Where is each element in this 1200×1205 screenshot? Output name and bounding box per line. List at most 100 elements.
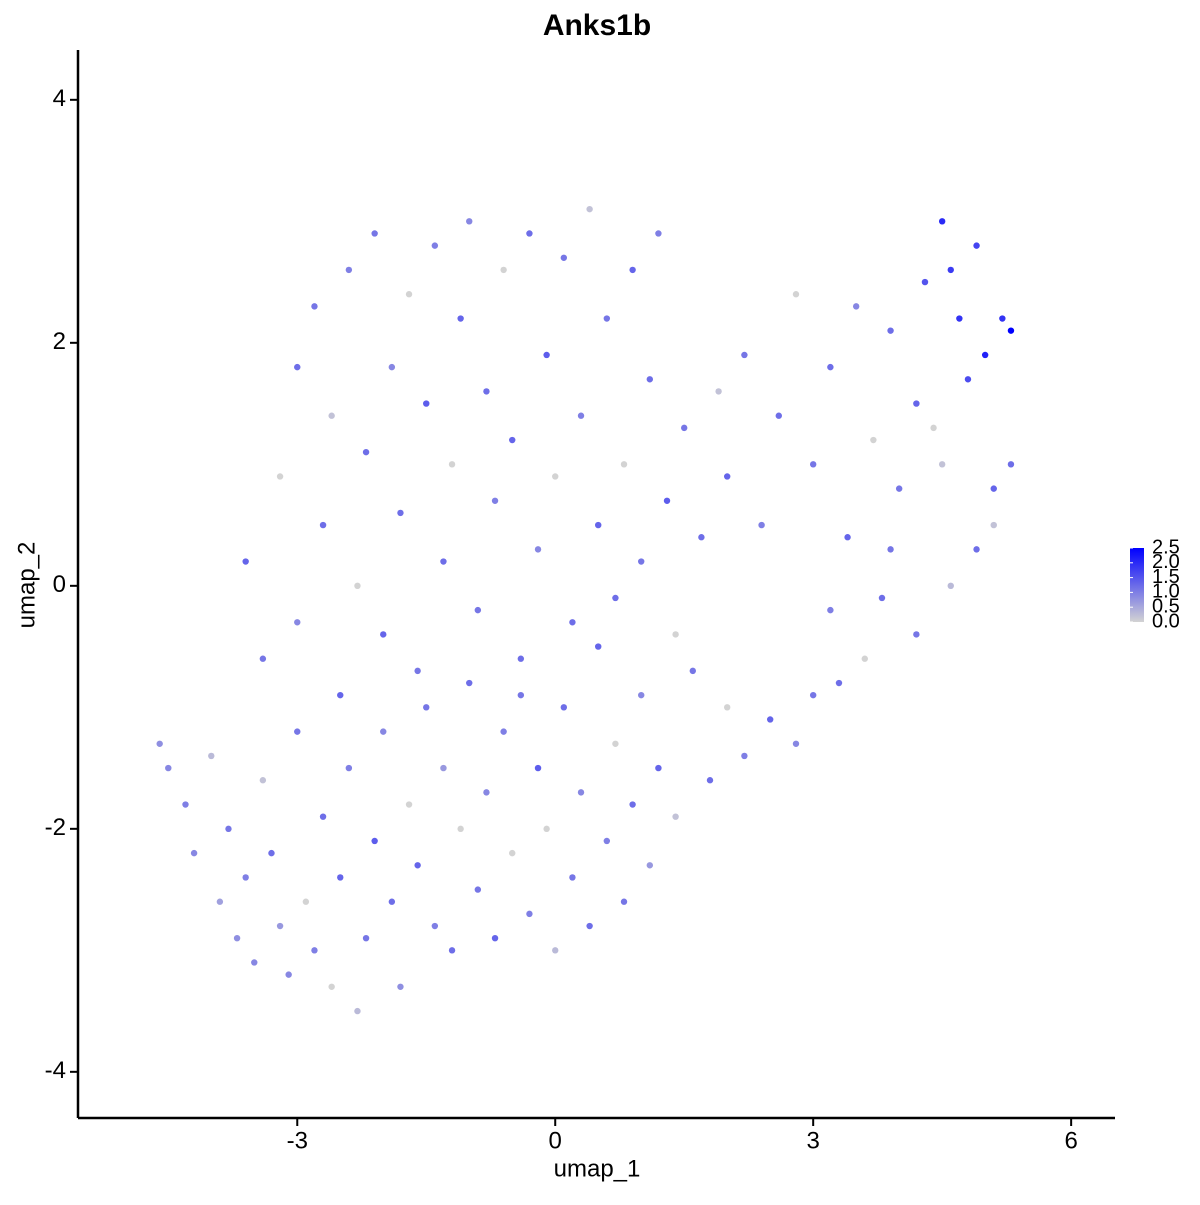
point — [809, 461, 817, 468]
x-tick-label: 0 — [549, 1127, 562, 1154]
point — [792, 291, 800, 298]
point — [870, 436, 877, 444]
point — [268, 849, 275, 857]
point — [706, 777, 714, 784]
point — [629, 801, 636, 808]
point — [586, 922, 593, 930]
point — [861, 655, 868, 662]
x-axis-title: umap_1 — [554, 1155, 641, 1182]
point — [345, 764, 353, 772]
point — [612, 594, 619, 602]
point — [723, 704, 731, 711]
point — [938, 461, 946, 468]
point — [526, 230, 533, 237]
point — [380, 728, 387, 735]
point — [414, 667, 421, 675]
point — [483, 388, 490, 395]
point — [302, 898, 310, 905]
point — [827, 606, 834, 614]
point — [1007, 327, 1015, 334]
colorbar-label: 2.0 — [1152, 551, 1180, 573]
y-tick-label: 0 — [53, 571, 66, 598]
point — [517, 691, 525, 699]
point — [423, 704, 430, 711]
x-tick-label: 6 — [1064, 1127, 1077, 1154]
point — [766, 716, 774, 723]
point — [457, 825, 464, 833]
point — [990, 521, 997, 529]
point — [259, 777, 267, 784]
colorbar-label: 2.5 — [1152, 536, 1180, 558]
point — [225, 825, 232, 833]
point — [999, 315, 1006, 322]
point — [672, 813, 679, 820]
point — [474, 606, 482, 614]
point — [715, 388, 722, 395]
point — [388, 898, 396, 905]
point — [397, 983, 404, 990]
point — [371, 230, 378, 237]
point — [509, 436, 516, 444]
point — [354, 582, 361, 590]
point — [603, 315, 611, 322]
point — [534, 546, 542, 553]
point — [595, 643, 602, 650]
point — [483, 789, 490, 796]
x-tick-label: 3 — [807, 1127, 820, 1154]
point — [560, 704, 568, 711]
point — [930, 424, 937, 432]
point — [990, 485, 997, 492]
colorbar-label: 1.0 — [1152, 581, 1180, 603]
point — [285, 971, 292, 978]
y-tick-label: -2 — [45, 814, 66, 841]
point — [509, 849, 516, 857]
point — [560, 254, 568, 261]
point — [397, 509, 404, 517]
point — [552, 473, 559, 480]
point — [328, 412, 335, 419]
point — [242, 874, 249, 881]
point — [182, 801, 189, 808]
point — [577, 412, 585, 419]
x-tick-label: -3 — [287, 1127, 308, 1154]
point — [405, 291, 413, 298]
y-tick-label: 4 — [53, 85, 66, 112]
point — [440, 764, 447, 772]
point — [388, 363, 396, 371]
point — [500, 728, 507, 735]
point — [552, 947, 559, 954]
point — [646, 862, 654, 869]
point — [569, 619, 576, 626]
point — [913, 400, 920, 407]
point — [775, 412, 782, 419]
point — [638, 691, 645, 699]
point — [543, 351, 550, 359]
point — [947, 266, 954, 274]
point — [1007, 461, 1015, 468]
point — [629, 266, 636, 274]
point — [913, 631, 920, 638]
point — [638, 558, 645, 565]
point — [620, 898, 628, 905]
point — [294, 619, 301, 626]
point — [233, 934, 241, 942]
point — [663, 497, 671, 504]
point — [887, 546, 894, 553]
point — [543, 825, 550, 833]
point — [251, 959, 258, 966]
point — [672, 631, 679, 638]
chart-title: Anks1b — [543, 9, 651, 42]
point — [362, 448, 370, 456]
point — [474, 886, 482, 893]
colorbar-label: 0.0 — [1152, 610, 1180, 632]
point — [938, 218, 946, 225]
point — [216, 898, 224, 905]
point — [526, 910, 533, 918]
point — [741, 752, 748, 760]
point — [827, 363, 834, 371]
y-tick-label: 2 — [53, 328, 66, 355]
point — [414, 862, 421, 869]
point — [491, 497, 499, 504]
point — [981, 351, 989, 359]
point — [448, 461, 456, 468]
